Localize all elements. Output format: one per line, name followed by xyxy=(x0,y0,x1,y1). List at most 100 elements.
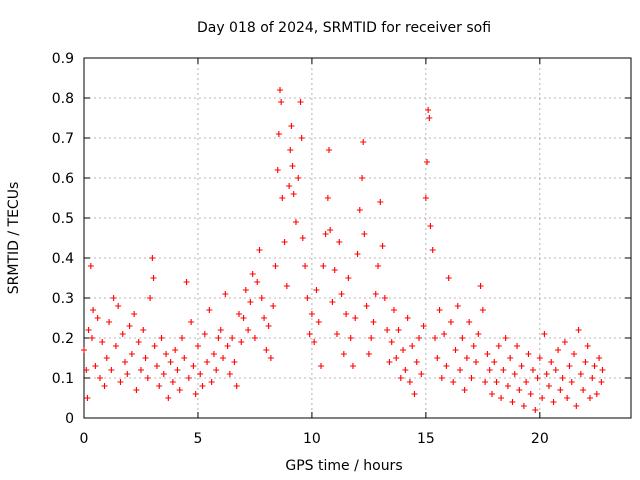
data-point xyxy=(424,159,431,165)
data-point xyxy=(283,283,290,289)
data-point xyxy=(137,367,144,373)
data-point xyxy=(352,315,359,321)
x-tick-label: 15 xyxy=(417,431,435,447)
data-point xyxy=(297,99,304,105)
data-point xyxy=(466,319,473,325)
x-tick-labels: 0 5 10 15 20 xyxy=(80,431,549,447)
data-point xyxy=(468,375,475,381)
data-point xyxy=(110,295,117,301)
data-point xyxy=(566,363,573,369)
data-point xyxy=(406,379,413,385)
data-point xyxy=(153,363,160,369)
data-point xyxy=(571,351,578,357)
y-tick-label: 0.3 xyxy=(52,291,74,307)
data-point xyxy=(573,403,580,409)
x-tick-label: 0 xyxy=(80,431,89,447)
data-point xyxy=(377,199,384,205)
data-point xyxy=(438,375,445,381)
data-point xyxy=(188,319,195,325)
data-point xyxy=(349,363,356,369)
data-point xyxy=(580,387,587,393)
data-point xyxy=(151,343,158,349)
data-point xyxy=(238,339,245,345)
data-point xyxy=(575,327,582,333)
data-point xyxy=(213,367,220,373)
data-point xyxy=(277,87,284,93)
data-point xyxy=(160,371,167,377)
data-point xyxy=(381,295,388,301)
data-point xyxy=(101,383,108,389)
data-point xyxy=(586,395,593,401)
data-point xyxy=(156,383,163,389)
data-point xyxy=(340,351,347,357)
data-point xyxy=(88,335,95,341)
y-tick-label: 0.5 xyxy=(52,211,74,227)
data-point xyxy=(463,355,470,361)
data-point xyxy=(83,367,90,373)
data-point xyxy=(267,355,274,361)
data-point xyxy=(502,335,509,341)
data-point xyxy=(420,323,427,329)
data-point xyxy=(206,307,213,313)
data-point xyxy=(147,295,154,301)
data-point xyxy=(327,227,334,233)
data-point xyxy=(288,123,295,129)
x-axis-title: GPS time / hours xyxy=(285,458,402,474)
data-point xyxy=(434,355,441,361)
data-point xyxy=(360,139,367,145)
data-point xyxy=(582,359,589,365)
data-point xyxy=(94,315,101,321)
y-tick-label: 0 xyxy=(65,411,74,427)
data-point xyxy=(96,375,103,381)
data-point xyxy=(222,291,229,297)
data-point xyxy=(591,363,598,369)
data-point xyxy=(318,363,325,369)
data-point xyxy=(292,219,299,225)
data-point xyxy=(413,359,420,365)
data-point xyxy=(550,399,557,405)
data-point xyxy=(450,379,457,385)
data-point xyxy=(493,379,500,385)
data-point xyxy=(131,311,138,317)
data-point xyxy=(534,375,541,381)
data-point xyxy=(261,315,268,321)
data-point xyxy=(115,303,122,309)
y-tick-label: 0.2 xyxy=(52,331,74,347)
data-point xyxy=(511,371,518,377)
data-point xyxy=(484,351,491,357)
data-point xyxy=(495,343,502,349)
data-point xyxy=(126,323,133,329)
data-point xyxy=(258,295,265,301)
data-point xyxy=(436,307,443,313)
data-point xyxy=(584,343,591,349)
data-point xyxy=(124,371,131,377)
data-point xyxy=(163,351,170,357)
data-point xyxy=(263,347,270,353)
data-point xyxy=(361,231,368,237)
chart-title: Day 018 of 2024, SRMTID for receiver sof… xyxy=(197,20,491,36)
data-point xyxy=(99,339,106,345)
data-point xyxy=(226,371,233,377)
data-point xyxy=(119,331,126,337)
data-point xyxy=(365,351,372,357)
data-point xyxy=(409,343,416,349)
data-point xyxy=(192,391,199,397)
data-point xyxy=(233,383,240,389)
data-point xyxy=(254,279,261,285)
data-point xyxy=(375,263,382,269)
data-point xyxy=(393,355,400,361)
data-point xyxy=(249,271,256,277)
data-point xyxy=(518,363,525,369)
y-tick-label: 0.9 xyxy=(52,51,74,67)
data-point xyxy=(304,295,311,301)
data-point xyxy=(598,379,605,385)
data-point xyxy=(416,335,423,341)
data-point xyxy=(445,275,452,281)
data-point xyxy=(425,107,432,113)
data-point xyxy=(313,287,320,293)
data-point xyxy=(527,391,534,397)
data-point xyxy=(473,359,480,365)
data-point xyxy=(112,343,119,349)
data-point xyxy=(529,367,536,373)
data-point xyxy=(379,243,386,249)
